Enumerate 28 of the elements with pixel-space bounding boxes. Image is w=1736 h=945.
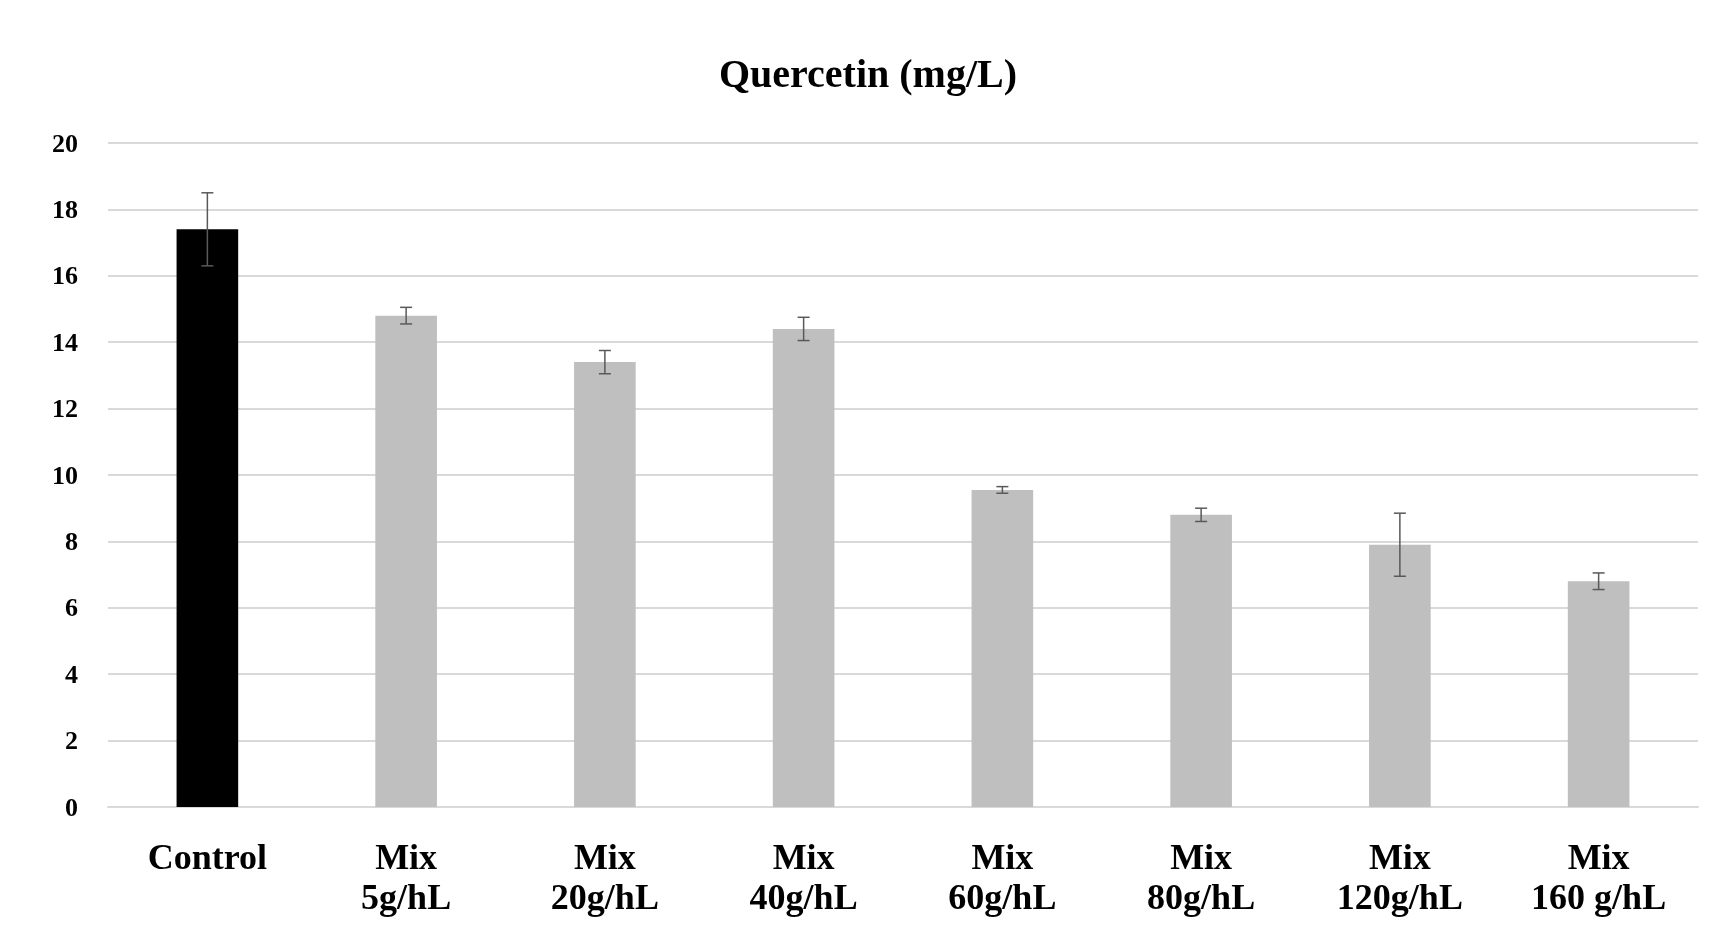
y-tick-label: 10	[52, 460, 78, 490]
y-tick-label: 20	[52, 128, 78, 158]
bar	[971, 489, 1034, 807]
x-tick-label: Mix 40g/hL	[749, 837, 858, 917]
x-tick-label: Control	[147, 837, 268, 877]
y-tick-label: 6	[65, 593, 78, 623]
bar	[176, 229, 239, 807]
y-tick-label: 2	[65, 726, 78, 756]
x-tick-label: Mix 60g/hL	[948, 837, 1057, 917]
y-tick-label: 0	[65, 792, 78, 822]
bar	[1567, 581, 1630, 807]
bar	[1369, 544, 1431, 807]
x-tick-label: Mix 5g/hL	[361, 837, 452, 917]
x-tick-label: Mix 120g/hL	[1336, 837, 1463, 917]
y-tick-label: 18	[52, 194, 78, 224]
y-tick-label: 12	[52, 394, 78, 424]
bar	[772, 328, 835, 807]
bar	[1170, 514, 1232, 807]
x-tick-label: Mix 80g/hL	[1147, 837, 1256, 917]
bar	[375, 315, 437, 807]
x-tick-label: Mix 20g/hL	[550, 837, 659, 917]
y-tick-label: 8	[65, 526, 78, 556]
y-tick-label: 16	[52, 261, 78, 291]
y-tick-label: 4	[65, 659, 78, 689]
y-tick-label: 14	[52, 327, 78, 357]
x-tick-label: Mix 160 g/hL	[1531, 837, 1667, 917]
chart-title: Quercetin (mg/L)	[718, 50, 1018, 96]
bar	[574, 362, 636, 807]
